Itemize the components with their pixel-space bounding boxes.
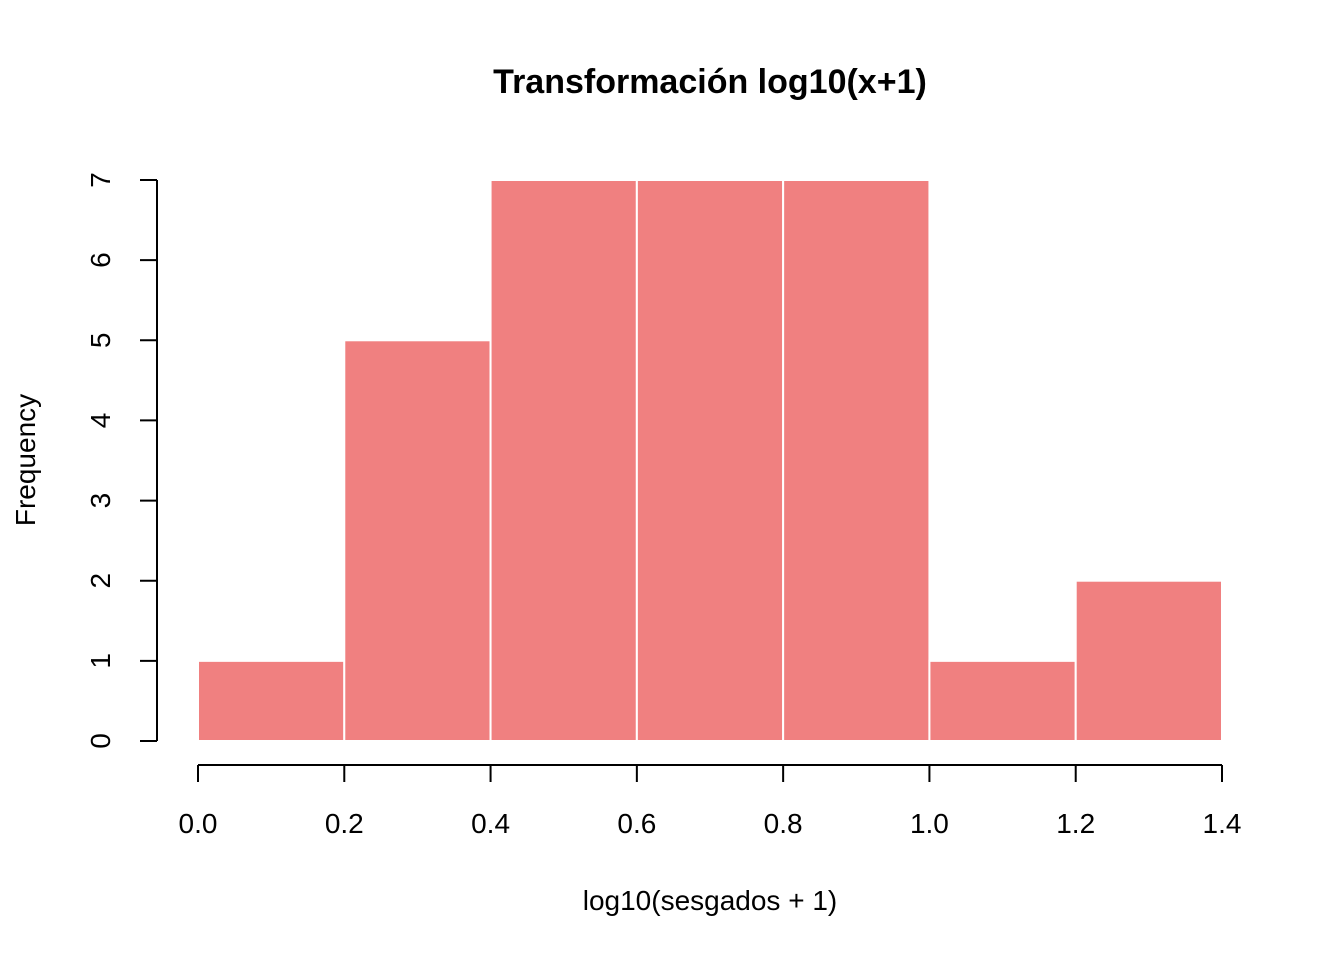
bars-group xyxy=(197,179,1223,743)
y-tick-label: 2 xyxy=(85,573,116,589)
y-axis: 0 1 2 3 4 5 6 7 xyxy=(85,172,158,749)
x-axis-label: log10(sesgados + 1) xyxy=(583,885,838,916)
x-tick-label: 1.0 xyxy=(910,808,949,839)
chart-title: Transformación log10(x+1) xyxy=(493,63,927,101)
x-tick-label: 1.4 xyxy=(1203,808,1242,839)
y-tick-label: 6 xyxy=(85,252,116,268)
y-tick-label: 4 xyxy=(85,413,116,429)
histogram-bar xyxy=(782,179,931,742)
y-tick-label: 5 xyxy=(85,332,116,348)
y-axis-label: Frequency xyxy=(10,394,41,526)
x-tick-label: 0.0 xyxy=(179,808,218,839)
x-tick-label: 0.2 xyxy=(325,808,364,839)
x-tick-label: 0.4 xyxy=(471,808,510,839)
y-tick-label: 3 xyxy=(85,493,116,509)
x-tick-label: 0.8 xyxy=(764,808,803,839)
x-axis: 0.0 0.2 0.4 0.6 0.8 1.0 1.2 1.4 xyxy=(179,764,1242,839)
y-tick-label: 7 xyxy=(85,172,116,188)
histogram-bar xyxy=(343,339,492,742)
y-tick-label: 1 xyxy=(85,653,116,669)
y-tick-label: 0 xyxy=(85,733,116,749)
histogram-bar xyxy=(635,179,785,742)
histogram-bar xyxy=(197,659,346,742)
x-tick-label: 0.6 xyxy=(617,808,656,839)
histogram-bar xyxy=(928,659,1077,742)
histogram-bar xyxy=(489,179,638,742)
x-tick-label: 1.2 xyxy=(1056,808,1095,839)
histogram-bar xyxy=(1074,579,1223,743)
